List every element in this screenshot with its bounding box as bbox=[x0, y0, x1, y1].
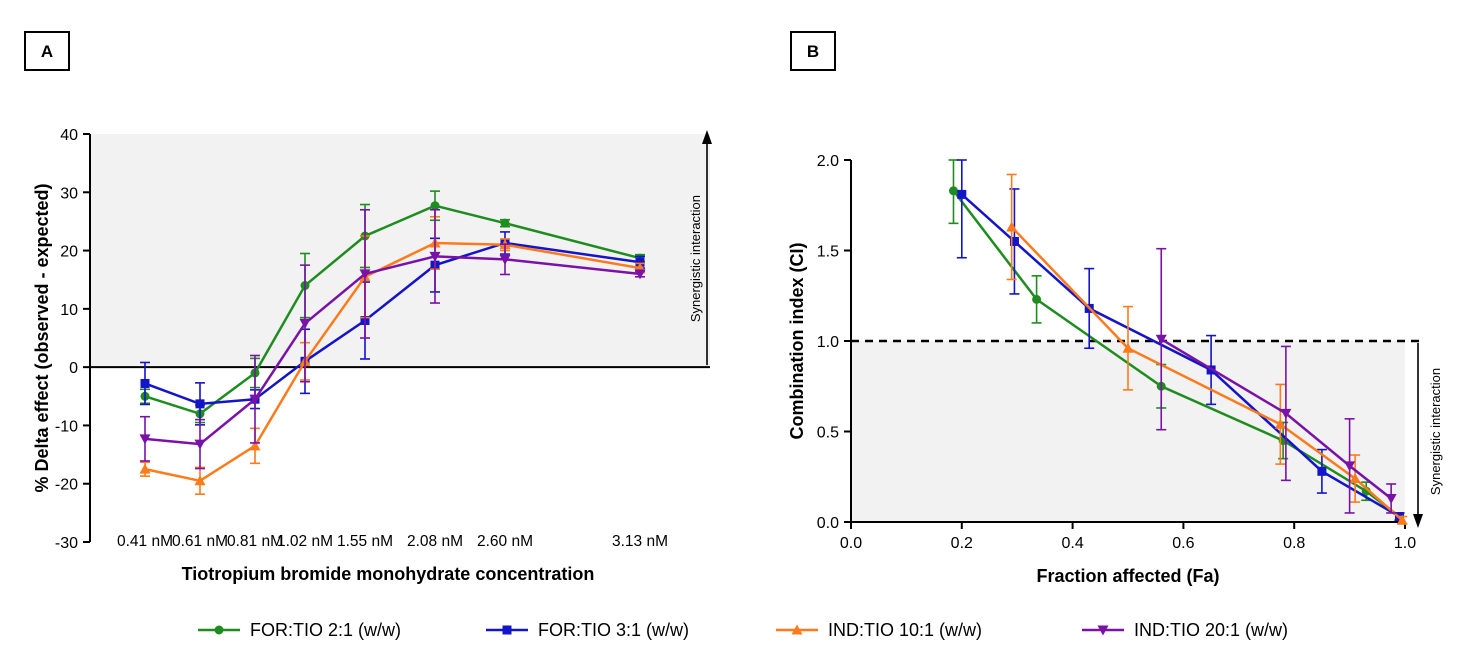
point-a-ind-tio-20-1-w-w-0 bbox=[139, 434, 151, 445]
y-tick-label-b-1-0: 1.0 bbox=[817, 334, 839, 351]
x-category-label-a-6: 2.60 nM bbox=[477, 533, 533, 550]
series-line-a-ind-tio-10-1-w-w bbox=[144, 241, 641, 483]
point-a-ind-tio-20-1-w-w-4 bbox=[359, 269, 371, 280]
point-a-ind-tio-10-1-w-w-1 bbox=[194, 475, 206, 486]
point-a-for-tio-3-1-w-w-1 bbox=[195, 399, 205, 409]
point-b-for-tio-2-1-w-w-0 bbox=[948, 186, 958, 196]
y-tick-label-a-10: 10 bbox=[60, 302, 78, 319]
y-tick-label-a--30: -30 bbox=[55, 535, 78, 552]
x-category-label-a-5: 2.08 nM bbox=[407, 533, 463, 550]
panel-label-box-a bbox=[24, 31, 70, 71]
panel-label-b: B bbox=[807, 42, 819, 61]
synergy-label-a: Synergistic interaction bbox=[688, 195, 703, 322]
point-a-ind-tio-10-1-w-w-0 bbox=[139, 463, 151, 474]
panel-b-plot: 0.0 0.5 1.0 1.5 2.0 0.0 0.2 0.4 0.6 0.8 1.0 Fractio… bbox=[787, 153, 1443, 586]
x-axis-title-a: Tiotropium bromide monohydrate concentra… bbox=[182, 564, 595, 584]
y-axis-title-a: % Delta effect (observed - expected) bbox=[32, 183, 52, 492]
point-a-ind-tio-20-1-w-w-1 bbox=[194, 439, 206, 450]
point-a-for-tio-3-1-w-w-7 bbox=[635, 257, 645, 267]
series-b-ind-tio-10-1-w-w bbox=[1006, 173, 1408, 525]
x-category-label-a-7: 3.13 nM bbox=[612, 533, 668, 550]
synergy-arrow-head-a bbox=[702, 130, 712, 144]
point-b-ind-tio-10-1-w-w-1 bbox=[1122, 342, 1134, 353]
legend: FOR:TIO 2:1 (w/w) FOR:TIO 3:1 (w/w) IND:… bbox=[0, 615, 1461, 645]
synergy-label-b: Synergistic interaction bbox=[1428, 368, 1443, 495]
y-tick-label-b-1-5: 1.5 bbox=[817, 244, 839, 261]
legend-label-for-tio-2-1: FOR:TIO 2:1 (w/w) bbox=[250, 619, 402, 640]
y-tick-label-b-2-0: 2.0 bbox=[817, 153, 839, 170]
y-tick-label-a--20: -20 bbox=[55, 477, 78, 494]
point-b-for-tio-3-1-w-w-0 bbox=[957, 189, 967, 199]
point-b-ind-tio-10-1-w-w-4 bbox=[1396, 514, 1408, 525]
y-tick-label-a-20: 20 bbox=[60, 244, 78, 261]
point-b-for-tio-3-1-w-w-1 bbox=[1009, 236, 1019, 246]
point-b-ind-tio-20-1-w-w-2 bbox=[1344, 461, 1356, 472]
x-tick-label-b-0-0: 0.0 bbox=[840, 535, 862, 552]
point-b-ind-tio-10-1-w-w-2 bbox=[1274, 418, 1286, 429]
legend-item-ind-tio-10-1: IND:TIO 10:1 (w/w) bbox=[774, 615, 982, 645]
x-category-label-a-2: 0.81 nM bbox=[227, 533, 283, 550]
point-a-for-tio-3-1-w-w-0 bbox=[140, 378, 150, 388]
point-a-ind-tio-20-1-w-w-7 bbox=[634, 269, 646, 280]
panel-label-box-b bbox=[790, 31, 836, 71]
panel-label-a: A bbox=[41, 42, 53, 61]
series-line-a-for-tio-2-1-w-w bbox=[144, 204, 641, 416]
y-tick-label-b-0-5: 0.5 bbox=[817, 425, 839, 442]
point-b-ind-tio-20-1-w-w-3 bbox=[1385, 493, 1397, 504]
series-b-ind-tio-20-1-w-w bbox=[1155, 247, 1397, 514]
y-tick-label-a-40: 40 bbox=[60, 127, 78, 144]
legend-swatch-ind-tio-10-1 bbox=[776, 624, 818, 635]
point-b-ind-tio-20-1-w-w-1 bbox=[1280, 408, 1292, 419]
point-a-ind-tio-20-1-w-w-5 bbox=[429, 251, 441, 262]
legend-item-ind-tio-20-1: IND:TIO 20:1 (w/w) bbox=[1080, 615, 1288, 645]
point-b-for-tio-2-1-w-w-1 bbox=[1032, 294, 1042, 304]
y-tick-label-a-30: 30 bbox=[60, 185, 78, 202]
series-line-a-ind-tio-20-1-w-w bbox=[144, 255, 641, 446]
legend-label-ind-tio-10-1: IND:TIO 10:1 (w/w) bbox=[828, 619, 983, 640]
point-a-for-tio-2-1-w-w-6 bbox=[500, 218, 510, 228]
point-b-ind-tio-10-1-w-w-3 bbox=[1349, 473, 1361, 484]
point-a-ind-tio-10-1-w-w-2 bbox=[249, 440, 261, 451]
synergy-arrow-head-b bbox=[1413, 514, 1423, 528]
legend-swatch-ind-tio-20-1 bbox=[1082, 625, 1124, 636]
y-axis-title-b: Combination index (CI) bbox=[787, 243, 807, 440]
point-a-for-tio-2-1-w-w-5 bbox=[430, 201, 440, 211]
point-a-ind-tio-20-1-w-w-3 bbox=[299, 318, 311, 329]
series-line-b-ind-tio-20-1-w-w bbox=[1160, 338, 1392, 500]
legend-swatch-for-tio-2-1 bbox=[198, 625, 240, 635]
series-a-ind-tio-20-1-w-w bbox=[139, 208, 646, 470]
series-line-b-for-tio-2-1-w-w bbox=[952, 190, 1401, 518]
legend-item-for-tio-3-1: FOR:TIO 3:1 (w/w) bbox=[484, 615, 689, 645]
series-line-b-for-tio-3-1-w-w bbox=[960, 193, 1401, 518]
point-b-ind-tio-10-1-w-w-0 bbox=[1006, 221, 1018, 232]
x-category-label-a-4: 1.55 nM bbox=[337, 533, 393, 550]
x-category-label-a-0: 0.41 nM bbox=[117, 533, 173, 550]
x-tick-label-b-0-4: 0.4 bbox=[1061, 535, 1083, 552]
point-b-for-tio-3-1-w-w-4 bbox=[1317, 466, 1327, 476]
x-tick-label-b-0-8: 0.8 bbox=[1283, 535, 1305, 552]
x-category-label-a-1: 0.61 nM bbox=[172, 533, 228, 550]
synergy-region-a bbox=[90, 134, 710, 368]
point-b-ind-tio-20-1-w-w-0 bbox=[1155, 334, 1167, 345]
point-a-ind-tio-20-1-w-w-2 bbox=[249, 394, 261, 405]
x-tick-label-b-0-6: 0.6 bbox=[1172, 535, 1194, 552]
y-tick-label-a--10: -10 bbox=[55, 418, 78, 435]
x-tick-label-b-1-0: 1.0 bbox=[1394, 535, 1416, 552]
errorbar-b-for-tio-3-1-w-w-0 bbox=[956, 159, 967, 259]
legend-label-for-tio-3-1: FOR:TIO 3:1 (w/w) bbox=[538, 619, 690, 640]
point-a-ind-tio-20-1-w-w-6 bbox=[499, 254, 511, 265]
series-line-a-for-tio-3-1-w-w bbox=[144, 241, 641, 406]
y-tick-label-b-0-0: 0.0 bbox=[817, 515, 839, 532]
x-axis-title-b: Fraction affected (Fa) bbox=[1036, 566, 1219, 586]
x-category-label-a-3: 1.02 nM bbox=[277, 533, 333, 550]
legend-label-ind-tio-20-1: IND:TIO 20:1 (w/w) bbox=[1134, 619, 1289, 640]
legend-swatch-for-tio-3-1 bbox=[486, 625, 528, 635]
legend-item-for-tio-2-1: FOR:TIO 2:1 (w/w) bbox=[196, 615, 401, 645]
x-tick-label-b-0-2: 0.2 bbox=[951, 535, 973, 552]
y-tick-label-a-0: 0 bbox=[69, 360, 78, 377]
